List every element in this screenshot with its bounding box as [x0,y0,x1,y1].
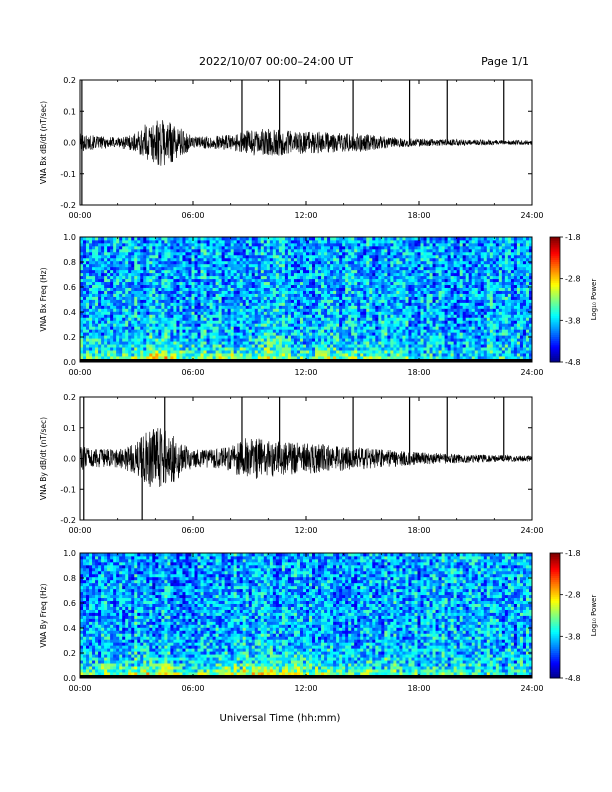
y-tick-label: 0.1 [63,107,76,116]
colorbar-tick-label: -1.8 [565,233,581,242]
x-tick-label: 18:00 [407,684,430,693]
y-tick-label: 0.0 [63,455,76,464]
chart-panel-4: -1.8 -2.8 -3.8 -4.8 Log₁₀ Power 00:00 06:00 12:… [39,549,598,693]
y-tick-label: 0.0 [63,139,76,148]
colorbar: -1.8 -2.8 -3.8 -4.8 Log₁₀ Power [549,549,598,683]
x-tick-label: 00:00 [68,526,91,535]
x-tick-label: 24:00 [520,368,543,377]
y-tick-label: 0.2 [63,333,76,342]
x-tick-label: 00:00 [68,368,91,377]
page-number: Page 1/1 [481,55,529,68]
y-tick-label: 0.6 [63,283,76,292]
waveform-trace [79,120,533,166]
colorbar-tick-label: -3.8 [565,632,581,641]
chart-panel-1: 00:00 06:00 12:00 18:00 24:00 0.2 0.1 0.0 -0.1 -0… [39,76,544,220]
x-tick-label: 06:00 [181,211,204,220]
colorbar-tick-label: -4.8 [565,674,581,683]
y-tick-label: 0.2 [63,649,76,658]
y-tick-label: 0.6 [63,599,76,608]
figure-title: 2022/10/07 00:00–24:00 UT [199,55,353,68]
y-tick-label: 0.4 [63,624,76,633]
x-tick-label: 18:00 [407,368,430,377]
y-axis-label: VNA Bx Freq (Hz) [39,267,48,331]
y-tick-label: 0.2 [63,76,76,85]
colorbar-label: Log₁₀ Power [590,595,598,637]
x-tick-label: 06:00 [181,684,204,693]
colorbar-tick-label: -2.8 [565,591,581,600]
y-tick-label: 0.8 [63,574,76,583]
x-tick-label: 12:00 [294,526,317,535]
colorbar-tick-label: -1.8 [565,549,581,558]
colorbar: -1.8 -2.8 -3.8 -4.8 Log₁₀ Power [549,233,598,367]
x-tick-label: 12:00 [294,684,317,693]
y-axis-label: VNA Bx dB/dt (nT/sec) [39,101,48,184]
y-tick-label: 0.0 [63,358,76,367]
y-tick-label: 1.0 [63,233,76,242]
x-tick-label: 12:00 [294,211,317,220]
spectrogram-cells [80,237,533,363]
y-tick-label: 0.8 [63,258,76,267]
x-tick-label: 06:00 [181,526,204,535]
x-axis-label: Universal Time (hh:mm) [220,713,341,724]
y-tick-label: 1.0 [63,549,76,558]
colorbar-tick-label: -3.8 [565,316,581,325]
y-axis-label: VNA By dB/dt (nT/sec) [39,417,48,500]
x-tick-label: 00:00 [68,684,91,693]
y-tick-label: -0.1 [60,485,76,494]
y-tick-label: -0.2 [60,201,76,210]
y-tick-label: 0.4 [63,308,76,317]
colorbar-tick-label: -4.8 [565,358,581,367]
colorbar-tick-label: -2.8 [565,275,581,284]
x-tick-label: 24:00 [520,526,543,535]
x-tick-label: 24:00 [520,211,543,220]
chart-panel-3: 00:00 06:00 12:00 18:00 24:00 0.2 0.1 0.0 -0.1 -0… [39,393,544,535]
x-tick-label: 18:00 [407,526,430,535]
y-tick-label: 0.2 [63,393,76,402]
y-tick-label: -0.2 [60,516,76,525]
y-tick-label: 0.0 [63,674,76,683]
x-tick-label: 06:00 [181,368,204,377]
chart-panel-2: -1.8 -2.8 -3.8 -4.8 Log₁₀ Power 00:00 06:00 12:… [39,233,598,377]
spectrogram-cells [80,553,533,679]
x-tick-label: 18:00 [407,211,430,220]
x-tick-label: 12:00 [294,368,317,377]
y-axis-label: VNA By Freq (Hz) [39,583,48,647]
x-tick-label: 24:00 [520,684,543,693]
colorbar-label: Log₁₀ Power [590,279,598,321]
y-tick-label: -0.1 [60,170,76,179]
y-tick-label: 0.1 [63,424,76,433]
waveform-trace [79,428,533,488]
x-tick-label: 00:00 [68,211,91,220]
